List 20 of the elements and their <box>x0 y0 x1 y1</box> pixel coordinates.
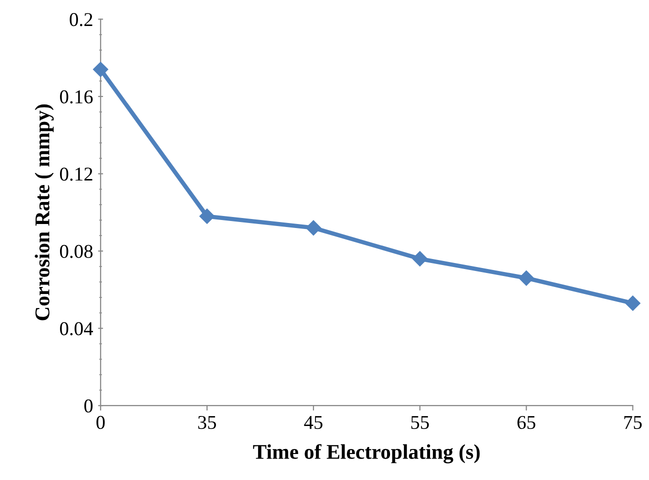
point <box>412 251 428 266</box>
y-tick-label: 0.08 <box>60 244 93 258</box>
point <box>306 220 322 236</box>
x-tick-label: 35 <box>198 416 216 430</box>
x-tick-label: 55 <box>411 416 429 430</box>
point <box>625 296 640 311</box>
y-tick-label: 0.2 <box>70 13 92 26</box>
point <box>518 270 534 286</box>
y-axis-title: Corrosion Rate ( mmpy) <box>34 104 54 320</box>
y-tick-label: 0 <box>84 399 93 413</box>
y-tick-label: 0.12 <box>60 168 92 181</box>
y-tick-label: 0.04 <box>60 322 93 336</box>
x-tick-label: 0 <box>96 416 105 430</box>
x-tick-label: 75 <box>624 416 642 430</box>
x-axis-title: Time of Electroplating (s) <box>253 444 480 464</box>
point <box>199 208 215 224</box>
y-tick-label: 0.16 <box>60 90 93 104</box>
x-tick-label: 65 <box>517 416 536 430</box>
x-tick-label: 45 <box>304 416 322 430</box>
point <box>93 62 108 77</box>
